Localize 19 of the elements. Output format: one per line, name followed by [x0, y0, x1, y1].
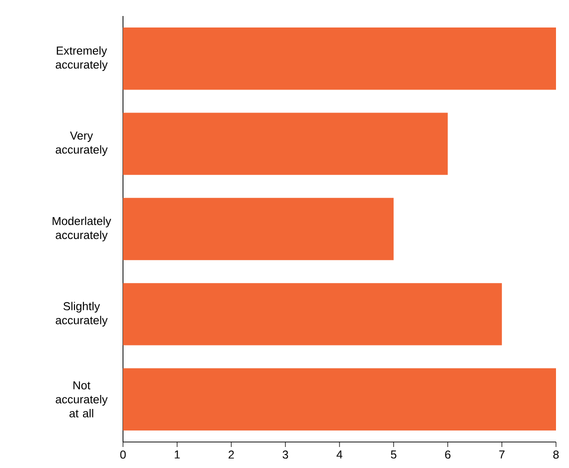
- bar: [123, 368, 556, 431]
- x-tick-label: 8: [553, 450, 559, 459]
- x-tick-label: 3: [282, 450, 288, 459]
- x-tick-label: 1: [174, 450, 180, 458]
- y-tick-label: Moderlately accurately: [52, 216, 112, 242]
- bar: [123, 283, 502, 346]
- bar: [123, 112, 448, 175]
- y-tick-label: Extremely accurately: [56, 46, 108, 71]
- x-tick-label: 5: [390, 450, 396, 459]
- x-tick-label: 4: [336, 450, 342, 458]
- x-tick-label: 6: [445, 450, 450, 459]
- x-tick-label: 7: [499, 450, 504, 458]
- y-tick-label: Slightly accurately: [56, 302, 108, 327]
- bar: [123, 198, 394, 260]
- x-tick-label: 0: [120, 450, 126, 459]
- y-tick-label: Very accurately: [56, 132, 108, 156]
- y-tick-label: Not accurately at all: [56, 381, 108, 418]
- bar: [123, 28, 556, 90]
- x-tick-label: 2: [228, 450, 234, 459]
